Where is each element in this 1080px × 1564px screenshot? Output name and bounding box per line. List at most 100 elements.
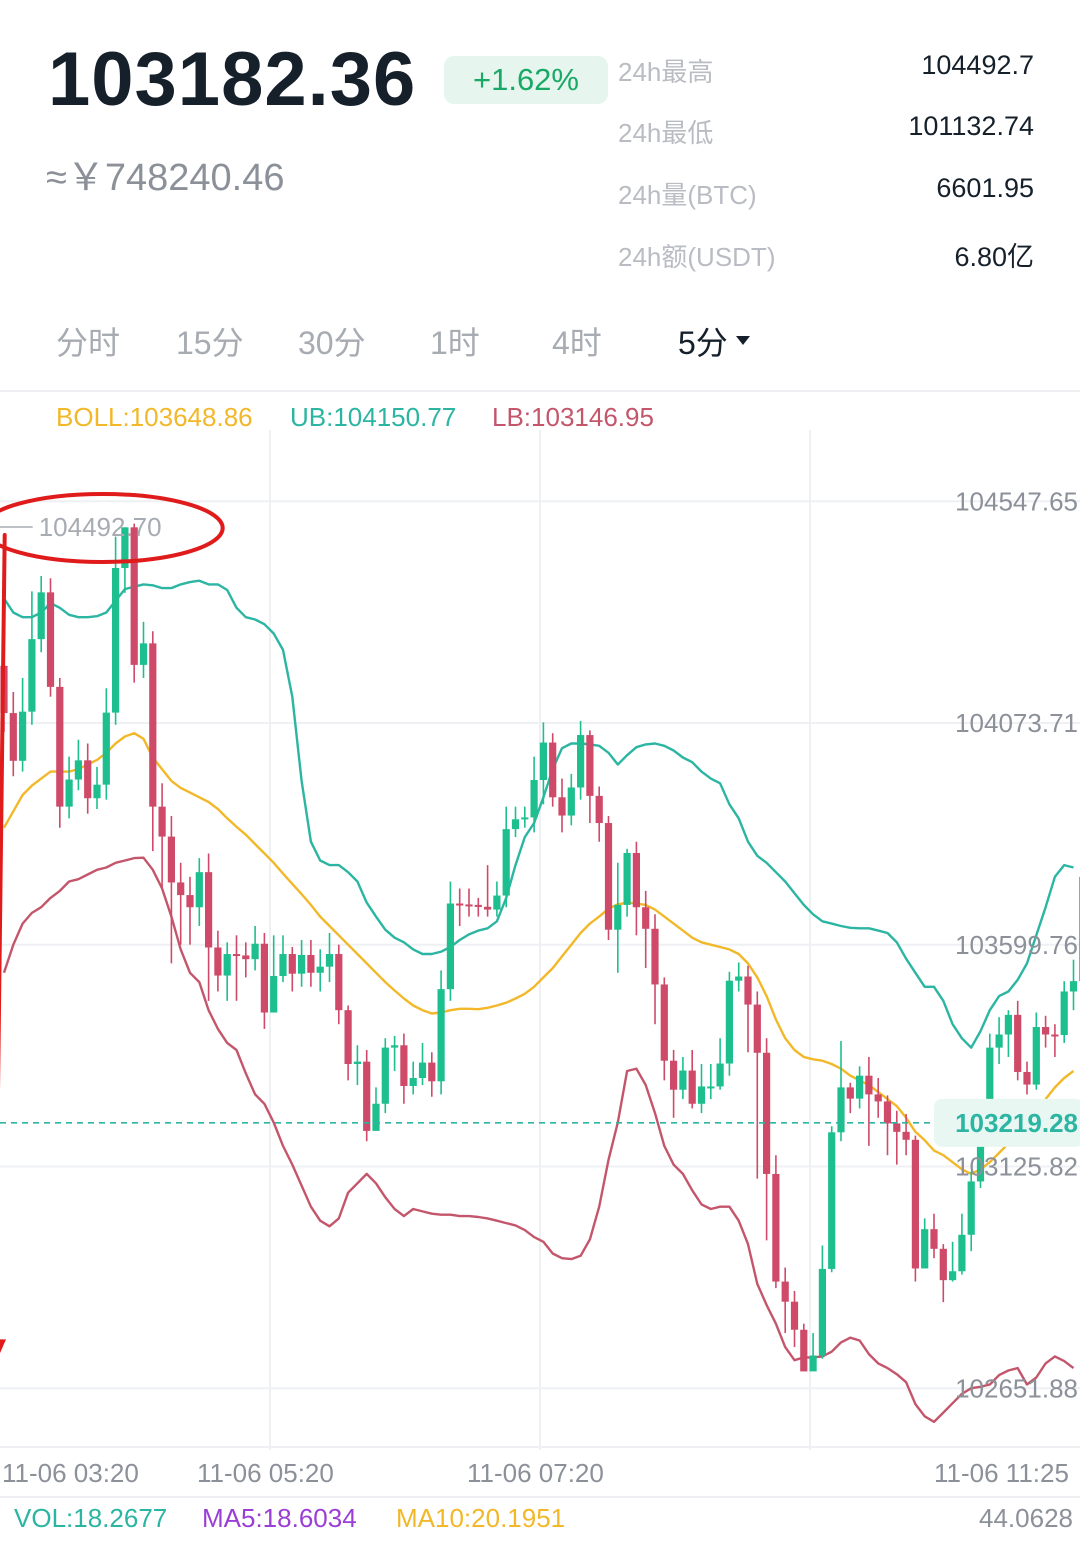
- x-tick-label: 11-06 11:25: [934, 1458, 1069, 1488]
- series-line-ub: [2, 579, 1074, 1049]
- candle-down: [344, 1010, 352, 1064]
- candle-up: [818, 1268, 826, 1356]
- x-tick-label: 11-06 03:20: [2, 1458, 139, 1488]
- max-price-label: 104492.70: [39, 512, 162, 542]
- candle-down: [46, 592, 55, 687]
- candle-down: [232, 954, 241, 957]
- candle-up: [856, 1075, 864, 1099]
- y-tick-label: 102651.88: [955, 1373, 1078, 1403]
- candle-down: [56, 686, 64, 807]
- candle-up: [93, 784, 101, 799]
- candle-up: [735, 976, 743, 981]
- change-badge: +1.62%: [444, 56, 608, 104]
- candle-down: [205, 872, 213, 948]
- candle-down: [1051, 1034, 1059, 1037]
- candle-up: [409, 1078, 417, 1086]
- tab-15m[interactable]: 15分: [176, 325, 244, 361]
- candle-down: [456, 903, 464, 906]
- candle-down: [688, 1070, 696, 1104]
- caret-down-icon: [735, 336, 750, 346]
- candle-up: [949, 1271, 957, 1281]
- candle-up: [74, 760, 82, 780]
- candle-up: [251, 943, 259, 960]
- candle-down: [846, 1087, 854, 1099]
- candle-up: [530, 779, 538, 818]
- candles: [0, 523, 1080, 1372]
- x-tick-label: 11-06 05:20: [197, 1458, 334, 1488]
- candle-down: [893, 1123, 901, 1132]
- candle-down: [9, 713, 17, 761]
- candle-down: [549, 742, 557, 798]
- candle-down: [1042, 1027, 1050, 1035]
- tab-timeshare[interactable]: 分时: [56, 325, 121, 361]
- candle-down: [781, 1281, 789, 1302]
- y-tick-label: 104547.65: [955, 486, 1078, 516]
- stat-label-turnover: 24h额(USDT): [618, 242, 776, 272]
- tab-4h[interactable]: 4时: [552, 325, 602, 361]
- series-line-lb: [2, 856, 1075, 1424]
- candle-up: [986, 1047, 994, 1132]
- candle-up: [521, 817, 529, 820]
- chart-bottom-divider: [0, 1446, 1080, 1448]
- candle-up: [381, 1047, 389, 1104]
- candle-down: [363, 1061, 371, 1131]
- candle-up: [223, 954, 231, 976]
- volume-divider: [0, 1496, 1080, 1498]
- candle-down: [167, 836, 175, 883]
- candle-up: [976, 1131, 985, 1182]
- stat-value-volume: 6601.95: [936, 173, 1034, 203]
- last-price: 103182.36: [48, 37, 417, 122]
- annotation-ellipse-high: [0, 492, 225, 564]
- candle-down: [800, 1329, 808, 1372]
- candle-up: [325, 954, 334, 967]
- candle-up: [567, 787, 575, 816]
- candle-down: [642, 907, 650, 929]
- candle-down: [335, 954, 343, 1011]
- indicator-vol: VOL:18.2677: [14, 1503, 168, 1533]
- candle-down: [632, 852, 640, 908]
- y-tick-label: 103599.76: [955, 930, 1078, 960]
- tab-5m-label: 5分: [678, 325, 728, 361]
- tab-1h[interactable]: 1时: [430, 325, 480, 361]
- candlestick-chart[interactable]: 104547.65 104073.71 103599.76 103125.82 1026…: [0, 430, 1080, 1450]
- candle-down: [660, 984, 668, 1061]
- candle-up: [716, 1063, 724, 1087]
- candle-up: [1004, 1014, 1012, 1035]
- candle-up: [539, 742, 547, 780]
- candle-down: [753, 1004, 761, 1053]
- annotation-arrow-shaft: [0, 532, 7, 1092]
- fiat-price: ≈￥748240.46: [46, 157, 285, 199]
- candle-down: [149, 643, 157, 807]
- indicator-ub: UB:104150.77: [290, 402, 457, 432]
- candle-down: [586, 735, 594, 796]
- candle-up: [995, 1034, 1003, 1048]
- candle-down: [1014, 1014, 1022, 1072]
- candle-up: [837, 1087, 845, 1133]
- candle-up: [679, 1070, 687, 1090]
- candle-up: [446, 903, 454, 990]
- candle-down: [558, 797, 566, 816]
- candle-down: [214, 947, 222, 976]
- candle-up: [353, 1061, 361, 1064]
- candle-up: [65, 779, 73, 807]
- candle-down: [874, 1094, 882, 1102]
- candle-down: [883, 1101, 892, 1124]
- volume-axis-value: 44.0628: [979, 1503, 1073, 1533]
- tab-30m[interactable]: 30分: [298, 325, 366, 361]
- chart-canvas: 104547.65 104073.71 103599.76 103125.82 1026…: [0, 430, 1080, 1450]
- tab-5m[interactable]: 5分: [678, 318, 750, 364]
- candle-down: [158, 806, 166, 837]
- bollinger-bands: [2, 579, 1075, 1424]
- candle-up: [493, 895, 501, 910]
- candle-down: [604, 823, 613, 930]
- candle-up: [967, 1181, 975, 1235]
- candle-down: [260, 943, 268, 1013]
- stat-label-low: 24h最低: [618, 118, 714, 148]
- candle-down: [177, 882, 185, 896]
- indicator-ma10: MA10:20.1951: [396, 1503, 566, 1533]
- indicator-ma5: MA5:18.6034: [202, 1503, 357, 1533]
- stat-value-turnover: 6.80亿: [954, 242, 1034, 272]
- candle-up: [270, 976, 278, 1013]
- candle-down: [465, 904, 473, 907]
- arrow-head-icon: [0, 1339, 6, 1354]
